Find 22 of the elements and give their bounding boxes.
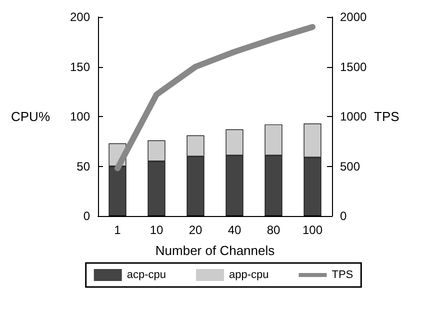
x-axis-title: Number of Channels [155, 243, 276, 258]
y-tick-label: 150 [70, 60, 90, 74]
y2-tick-label: 1500 [340, 60, 368, 74]
y2-tick-label: 1000 [340, 110, 368, 124]
y-axis-title: CPU% [10, 109, 50, 124]
x-tick-label: 10 [150, 223, 164, 237]
legend-label: acp-cpu [126, 269, 166, 281]
y-tick-label: 50 [76, 159, 90, 174]
y-tick-label: 0 [83, 209, 90, 223]
y-tick-label: 100 [70, 110, 90, 124]
y2-tick-label: 0 [340, 209, 347, 223]
x-tick-label: 100 [302, 223, 323, 237]
x-tick-label: 1 [114, 223, 122, 237]
y-tick-label: 200 [70, 10, 90, 24]
legend-label: TPS [332, 269, 354, 281]
y2-axis-title: TPS [374, 109, 400, 124]
y2-tick-label: 2000 [340, 10, 368, 24]
x-tick-label: 80 [266, 223, 280, 237]
legend-label: app-cpu [228, 269, 269, 281]
x-tick-label: 40 [228, 223, 242, 237]
x-tick-label: 20 [188, 223, 202, 237]
y2-tick-label: 500 [340, 159, 360, 174]
